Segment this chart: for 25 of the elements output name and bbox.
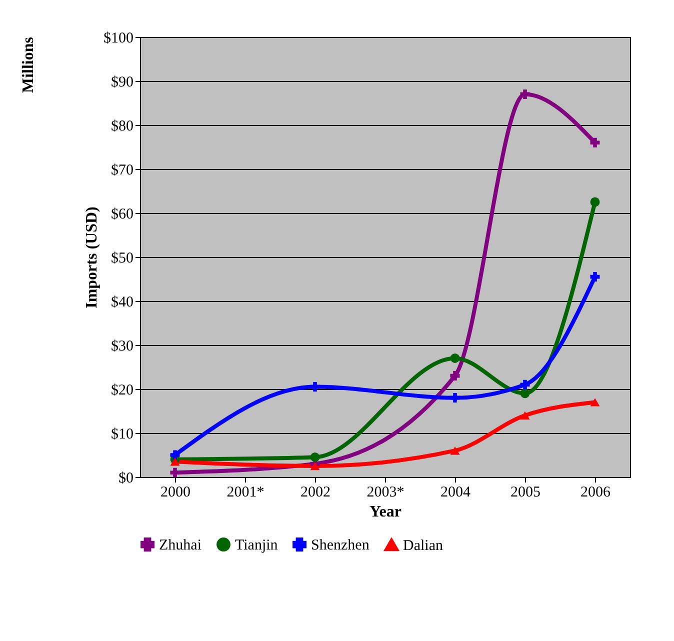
y-tick-label: $20: [111, 382, 134, 398]
x-tick-label: 2003*: [366, 484, 404, 500]
x-tick-label: 2002: [300, 484, 330, 500]
legend-label: Tianjin: [235, 538, 278, 554]
x-tick-label: 2006: [580, 484, 611, 500]
legend-label: Shenzhen: [311, 538, 370, 554]
x-tick-label: 2001*: [226, 484, 264, 500]
y-axis-title: Imports (USD): [84, 206, 100, 308]
y-tick-label: $90: [111, 74, 134, 90]
y-tick-label: $10: [111, 426, 134, 442]
y-tick-label: $100: [104, 30, 134, 46]
x-tick-label: 2004: [440, 484, 471, 500]
y-tick-label: $70: [111, 162, 134, 178]
y-tick-label: $50: [111, 250, 134, 266]
y-tick-label: $0: [118, 470, 134, 486]
y-tick-label: $30: [111, 338, 134, 354]
legend-label: Dalian: [403, 538, 444, 554]
x-axis-title: Year: [370, 504, 402, 520]
legend-label: Zhuhai: [159, 538, 202, 554]
y-tick-label: $60: [111, 206, 134, 222]
y-tick-label: $80: [111, 118, 134, 134]
text: Millions: [20, 37, 37, 94]
y-tick-label: $40: [111, 294, 134, 310]
x-tick-label: 2005: [510, 484, 540, 500]
x-tick-label: 2000: [160, 484, 190, 500]
